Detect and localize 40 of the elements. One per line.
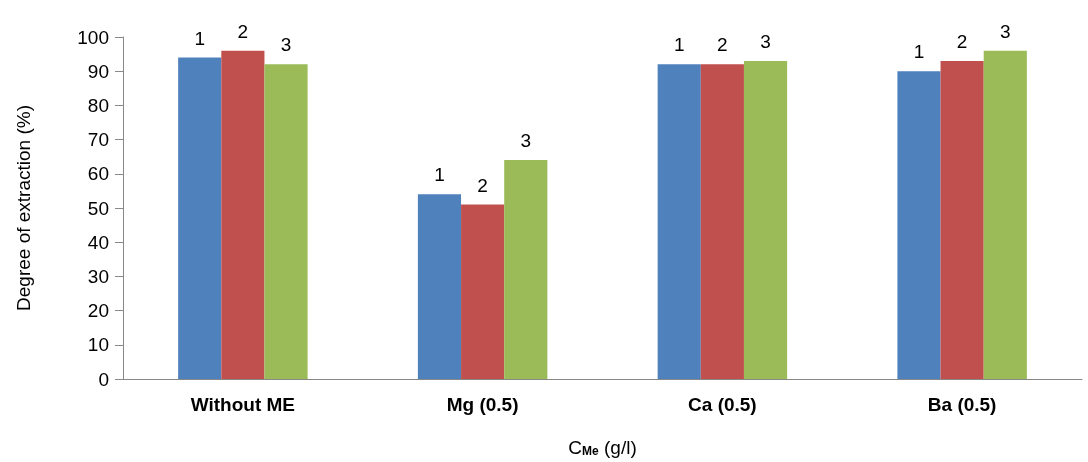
text: 1 xyxy=(434,164,445,186)
bar xyxy=(897,71,941,379)
x-tick-label: Mg (0.5) xyxy=(446,394,519,415)
y-tick-label: 90 xyxy=(87,60,109,82)
y-tick-label: 70 xyxy=(87,129,109,151)
y-tick-label: 50 xyxy=(87,197,109,219)
text: 1 xyxy=(673,34,685,56)
bar xyxy=(940,60,984,379)
bar xyxy=(657,64,701,379)
bar xyxy=(461,204,505,379)
y-tick-label: 0 xyxy=(98,368,109,390)
text: 2 xyxy=(717,34,728,56)
bar xyxy=(700,64,744,379)
series-label: 1 xyxy=(194,27,206,49)
text: 2 xyxy=(956,30,968,52)
text: 3 xyxy=(999,20,1011,42)
bar xyxy=(504,160,548,379)
text: 2 xyxy=(477,174,488,196)
y-axis-title: Degree of extraction (%) xyxy=(13,105,34,311)
x-tick-label: Ba (0.5) xyxy=(927,394,997,415)
series-label: 2 xyxy=(237,20,249,42)
bar xyxy=(178,57,222,379)
bar xyxy=(743,60,788,379)
y-tick-label: 30 xyxy=(87,265,109,287)
text: 3 xyxy=(520,130,532,152)
bar xyxy=(221,50,265,379)
bar xyxy=(417,194,462,379)
y-tick-label: 80 xyxy=(87,94,109,116)
bar xyxy=(983,50,1027,379)
y-tick-label: 60 xyxy=(87,163,109,185)
bar xyxy=(264,64,308,379)
text: 1 xyxy=(913,41,925,63)
y-tick-label: 100 xyxy=(77,26,109,48)
x-tick-label: Ca (0.5) xyxy=(688,394,757,415)
text: 3 xyxy=(760,30,771,52)
x-tick-label: Without ME xyxy=(190,394,296,415)
series-label: 3 xyxy=(280,34,292,56)
y-tick-label: 40 xyxy=(87,231,109,253)
y-tick-label: 10 xyxy=(87,334,109,356)
y-tick-label: 20 xyxy=(87,300,109,322)
